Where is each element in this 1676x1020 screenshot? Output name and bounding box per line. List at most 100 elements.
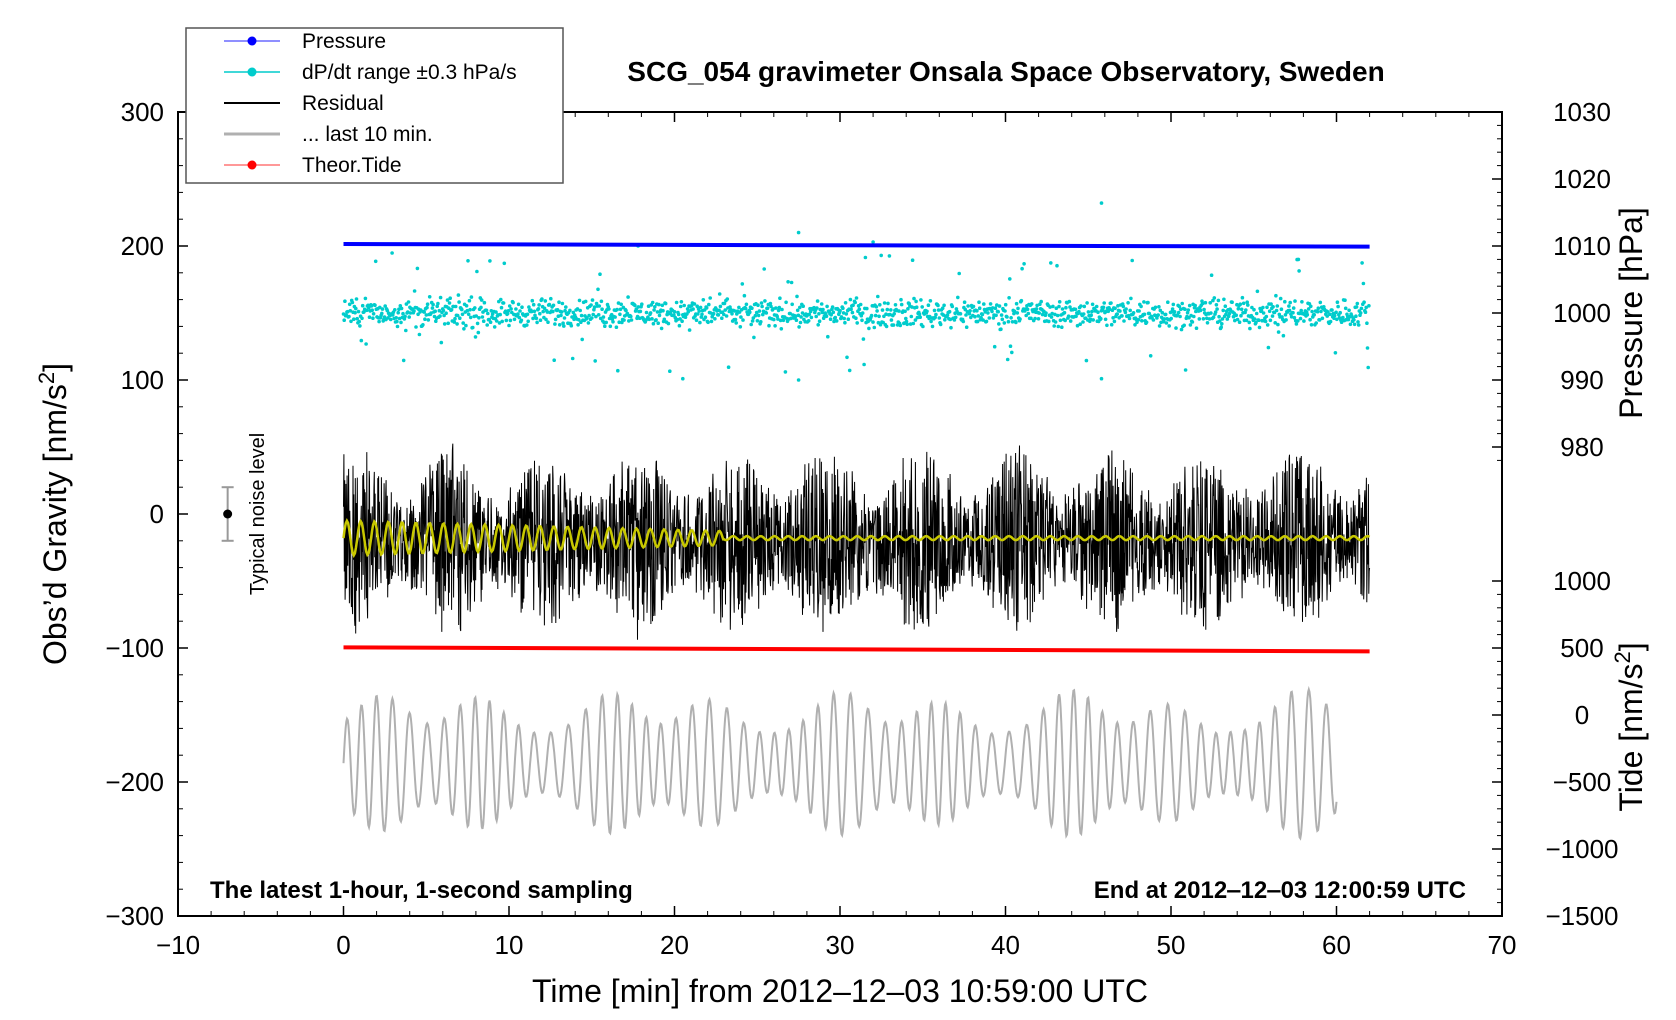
dpdt-point (562, 316, 567, 320)
dpdt-point (597, 304, 602, 308)
dpdt-outlier (1099, 376, 1104, 381)
dpdt-point (1178, 314, 1182, 319)
y-pressure-tick-label: 1010 (1553, 231, 1611, 261)
dpdt-point (662, 317, 667, 322)
dpdt-point (700, 312, 704, 317)
dpdt-point (396, 310, 401, 315)
dpdt-point (494, 310, 498, 314)
dpdt-point (748, 310, 752, 315)
dpdt-point (466, 312, 471, 317)
y-tide-tick-label: −500 (1553, 767, 1612, 797)
dpdt-point (1127, 316, 1132, 321)
dpdt-point (1278, 296, 1283, 301)
dpdt-point (1102, 301, 1106, 305)
svg-text:Pressure: Pressure (302, 30, 386, 53)
dpdt-point (1170, 307, 1175, 311)
dpdt-point (560, 301, 565, 306)
dpdt-point (651, 321, 656, 326)
dpdt-point (596, 287, 600, 292)
dpdt-point (1318, 300, 1323, 305)
dpdt-point (889, 318, 894, 322)
dpdt-point (953, 315, 958, 320)
dpdt-point (1352, 322, 1357, 327)
dpdt-point (1044, 311, 1048, 315)
dpdt-point (768, 301, 773, 306)
dpdt-point (678, 304, 683, 309)
dpdt-point (551, 309, 555, 314)
dpdt-point (1020, 266, 1024, 271)
dpdt-point (540, 297, 544, 301)
dpdt-point (947, 309, 952, 314)
dpdt-point (1012, 309, 1017, 314)
dpdt-point (1006, 319, 1011, 324)
dpdt-point (1354, 305, 1359, 309)
dpdt-point (716, 313, 721, 317)
dpdt-point (1029, 316, 1033, 321)
dpdt-point (596, 313, 601, 317)
dpdt-point (807, 312, 812, 317)
dpdt-point (556, 314, 561, 319)
dpdt-point (406, 310, 410, 314)
dpdt-point (1225, 317, 1230, 321)
dpdt-point (809, 315, 814, 320)
dpdt-point (1356, 323, 1361, 327)
dpdt-point (343, 299, 347, 304)
dpdt-point (756, 303, 760, 308)
dpdt-point (1113, 306, 1117, 311)
dpdt-point (793, 314, 798, 318)
dpdt-point (543, 299, 548, 303)
dpdt-point (1008, 344, 1013, 349)
dpdt-point (452, 320, 457, 324)
dpdt-point (1170, 309, 1174, 314)
dpdt-point (1179, 327, 1184, 332)
dpdt-point (1261, 305, 1265, 310)
dpdt-point (999, 313, 1004, 317)
dpdt-point (743, 306, 748, 311)
grey-trace (342, 685, 1338, 841)
dpdt-point (1346, 317, 1351, 322)
dpdt-point (1194, 326, 1199, 331)
dpdt-point (925, 309, 929, 314)
dpdt-point (876, 294, 880, 299)
dpdt-point (1348, 322, 1353, 327)
dpdt-point (1265, 305, 1269, 310)
dpdt-point (1179, 307, 1183, 312)
dpdt-point (994, 313, 998, 318)
dpdt-point (481, 319, 486, 324)
dpdt-point (893, 303, 898, 307)
dpdt-point (1000, 317, 1005, 322)
dpdt-point (586, 321, 591, 325)
dpdt-point (506, 309, 511, 313)
dpdt-point (618, 312, 622, 317)
y-pressure-tick-label: 980 (1560, 432, 1603, 462)
dpdt-point (1315, 309, 1320, 314)
dpdt-point (1245, 300, 1249, 305)
dpdt-point (1088, 317, 1093, 322)
dpdt-point (466, 259, 470, 263)
dpdt-point (1257, 325, 1262, 330)
dpdt-point (1255, 289, 1260, 294)
svg-text:Residual: Residual (302, 92, 384, 115)
dpdt-point (1276, 330, 1281, 334)
dpdt-point (498, 312, 503, 317)
dpdt-point (709, 319, 714, 324)
dpdt-point (371, 312, 376, 316)
dpdt-point (564, 305, 568, 309)
dpdt-point (1037, 311, 1041, 315)
dpdt-point (424, 313, 429, 317)
dpdt-point (830, 305, 835, 309)
dpdt-point (973, 314, 977, 319)
y-pressure-tick-label: 1030 (1553, 97, 1611, 127)
dpdt-point (794, 318, 799, 323)
dpdt-point (1355, 301, 1360, 306)
dpdt-point (404, 328, 408, 333)
dpdt-point (795, 308, 800, 313)
dpdt-point (559, 310, 564, 314)
dpdt-point (914, 305, 919, 310)
dpdt-point (936, 308, 941, 312)
dpdt-point (1328, 319, 1333, 324)
dpdt-point (399, 306, 404, 311)
dpdt-point (1177, 304, 1182, 309)
dpdt-point (414, 325, 418, 329)
dpdt-point (406, 300, 411, 304)
